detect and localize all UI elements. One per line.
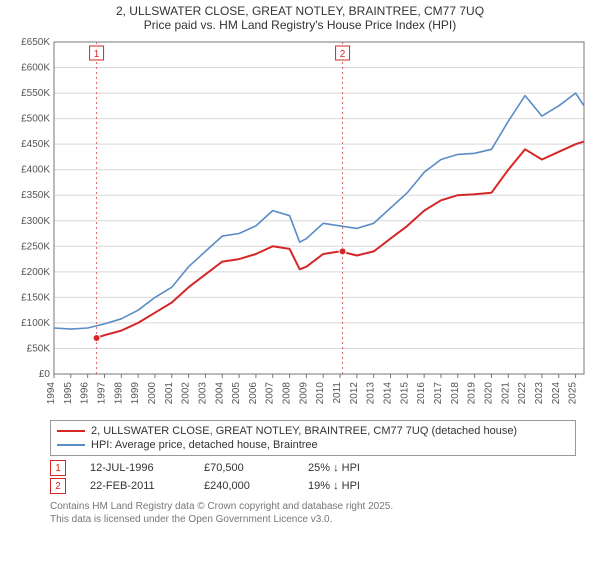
svg-text:2017: 2017: [433, 382, 444, 405]
svg-text:£200K: £200K: [21, 267, 50, 278]
legend-item: 2, ULLSWATER CLOSE, GREAT NOTLEY, BRAINT…: [57, 424, 569, 438]
svg-text:2014: 2014: [383, 382, 394, 405]
chart-title-line2: Price paid vs. HM Land Registry's House …: [0, 18, 600, 32]
svg-text:2010: 2010: [315, 382, 326, 405]
svg-text:1995: 1995: [63, 382, 74, 405]
sale-date: 12-JUL-1996: [90, 462, 180, 474]
legend-swatch: [57, 430, 85, 432]
svg-text:1: 1: [94, 49, 100, 60]
svg-text:2020: 2020: [483, 382, 494, 405]
svg-text:£150K: £150K: [21, 292, 50, 303]
legend-swatch: [57, 444, 85, 446]
sale-badge: 2: [50, 478, 66, 494]
svg-text:1996: 1996: [80, 382, 91, 405]
attribution: Contains HM Land Registry data © Crown c…: [50, 500, 576, 526]
svg-text:2012: 2012: [349, 382, 360, 405]
svg-text:£350K: £350K: [21, 190, 50, 201]
svg-text:2011: 2011: [332, 382, 343, 404]
svg-text:2002: 2002: [181, 382, 192, 405]
svg-text:2016: 2016: [416, 382, 427, 405]
line-chart: £0 £50K £100K £150K £200K £250K £300K £350K £400…: [10, 36, 590, 414]
attribution-line: This data is licensed under the Open Gov…: [50, 513, 576, 526]
svg-text:2024: 2024: [551, 382, 562, 405]
svg-text:£300K: £300K: [21, 216, 50, 227]
svg-text:£600K: £600K: [21, 63, 50, 74]
svg-text:2015: 2015: [399, 382, 410, 405]
svg-text:2001: 2001: [164, 382, 175, 405]
svg-text:2023: 2023: [534, 382, 545, 405]
svg-text:2008: 2008: [282, 382, 293, 405]
svg-text:2003: 2003: [197, 382, 208, 405]
svg-text:2019: 2019: [467, 382, 478, 405]
svg-text:£250K: £250K: [21, 241, 50, 252]
svg-text:2021: 2021: [500, 382, 511, 405]
svg-text:£400K: £400K: [21, 165, 50, 176]
svg-text:1994: 1994: [46, 382, 57, 405]
svg-text:£0: £0: [39, 369, 51, 380]
chart-title-line1: 2, ULLSWATER CLOSE, GREAT NOTLEY, BRAINT…: [0, 4, 600, 18]
svg-text:2007: 2007: [265, 382, 276, 405]
svg-text:£650K: £650K: [21, 37, 50, 48]
svg-text:1999: 1999: [130, 382, 141, 405]
svg-text:2: 2: [340, 49, 346, 60]
svg-text:2000: 2000: [147, 382, 158, 405]
svg-text:1998: 1998: [113, 382, 124, 405]
svg-text:£550K: £550K: [21, 88, 50, 99]
svg-text:2009: 2009: [298, 382, 309, 405]
legend-item: HPI: Average price, detached house, Brai…: [57, 438, 569, 452]
legend-label: HPI: Average price, detached house, Brai…: [91, 439, 318, 451]
sale-row: 2 22-FEB-2011 £240,000 19% ↓ HPI: [50, 478, 576, 494]
sale-badge: 1: [50, 460, 66, 476]
svg-text:2006: 2006: [248, 382, 259, 405]
sale-delta: 19% ↓ HPI: [308, 480, 360, 492]
svg-text:2005: 2005: [231, 382, 242, 405]
svg-text:2025: 2025: [568, 382, 579, 405]
sale-row: 1 12-JUL-1996 £70,500 25% ↓ HPI: [50, 460, 576, 476]
svg-text:1997: 1997: [96, 382, 107, 405]
svg-text:£500K: £500K: [21, 114, 50, 125]
svg-text:2013: 2013: [366, 382, 377, 405]
legend: 2, ULLSWATER CLOSE, GREAT NOTLEY, BRAINT…: [50, 420, 576, 456]
chart-area: £0 £50K £100K £150K £200K £250K £300K £350K £400…: [10, 36, 590, 414]
svg-text:£100K: £100K: [21, 318, 50, 329]
svg-text:£450K: £450K: [21, 139, 50, 150]
sale-price: £240,000: [204, 480, 284, 492]
attribution-line: Contains HM Land Registry data © Crown c…: [50, 500, 576, 513]
svg-text:2004: 2004: [214, 382, 225, 405]
sale-delta: 25% ↓ HPI: [308, 462, 360, 474]
svg-text:2022: 2022: [517, 382, 528, 405]
svg-text:£50K: £50K: [27, 343, 51, 354]
legend-label: 2, ULLSWATER CLOSE, GREAT NOTLEY, BRAINT…: [91, 425, 517, 437]
svg-text:2018: 2018: [450, 382, 461, 405]
sale-date: 22-FEB-2011: [90, 480, 180, 492]
sale-price: £70,500: [204, 462, 284, 474]
